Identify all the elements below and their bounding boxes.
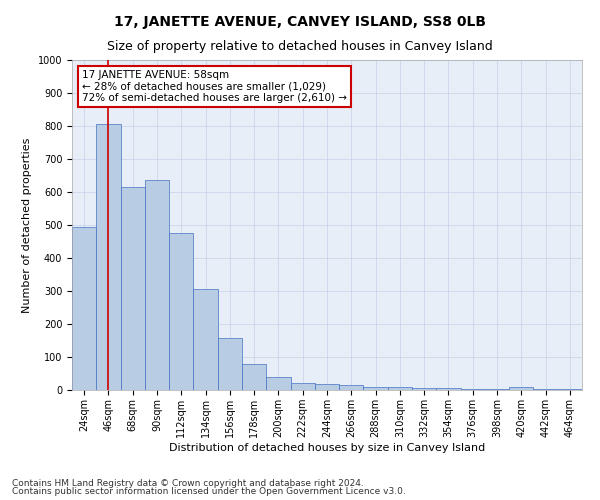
Bar — [364, 386, 388, 390]
Bar — [242, 364, 266, 390]
Bar — [96, 124, 121, 390]
Bar — [436, 388, 461, 390]
Y-axis label: Number of detached properties: Number of detached properties — [22, 138, 32, 312]
Bar — [72, 226, 96, 390]
Bar — [266, 377, 290, 390]
Bar — [412, 388, 436, 390]
Bar — [461, 388, 485, 390]
Bar — [315, 384, 339, 390]
Bar — [145, 180, 169, 390]
Bar — [339, 385, 364, 390]
Text: 17, JANETTE AVENUE, CANVEY ISLAND, SS8 0LB: 17, JANETTE AVENUE, CANVEY ISLAND, SS8 0… — [114, 15, 486, 29]
Text: Contains HM Land Registry data © Crown copyright and database right 2024.: Contains HM Land Registry data © Crown c… — [12, 478, 364, 488]
Bar — [121, 187, 145, 390]
Bar — [509, 388, 533, 390]
Bar — [193, 290, 218, 390]
Bar — [485, 389, 509, 390]
Bar — [533, 389, 558, 390]
Bar — [388, 388, 412, 390]
Bar — [218, 338, 242, 390]
Bar — [290, 382, 315, 390]
X-axis label: Distribution of detached houses by size in Canvey Island: Distribution of detached houses by size … — [169, 442, 485, 452]
Text: Size of property relative to detached houses in Canvey Island: Size of property relative to detached ho… — [107, 40, 493, 53]
Text: Contains public sector information licensed under the Open Government Licence v3: Contains public sector information licen… — [12, 487, 406, 496]
Bar — [169, 233, 193, 390]
Text: 17 JANETTE AVENUE: 58sqm
← 28% of detached houses are smaller (1,029)
72% of sem: 17 JANETTE AVENUE: 58sqm ← 28% of detach… — [82, 70, 347, 103]
